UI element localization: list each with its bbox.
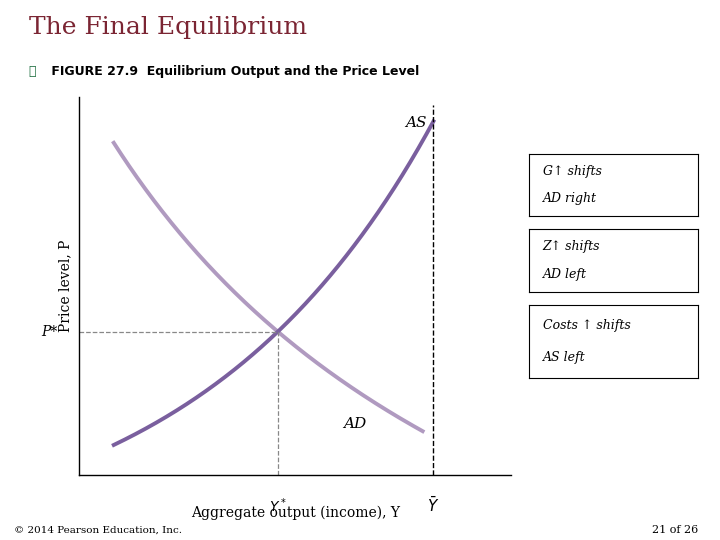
Text: $\bar{Y}$: $\bar{Y}$ (427, 496, 440, 515)
Text: ⓘ: ⓘ (29, 65, 36, 78)
Text: FIGURE 27.9  Equilibrium Output and the Price Level: FIGURE 27.9 Equilibrium Output and the P… (47, 65, 419, 78)
Y-axis label: Price level, P: Price level, P (58, 240, 72, 333)
Text: P*: P* (41, 325, 58, 339)
X-axis label: Aggregate output (income), Y: Aggregate output (income), Y (191, 506, 400, 520)
Text: AS: AS (405, 117, 427, 131)
Text: AD left: AD left (543, 268, 587, 281)
Text: © 2014 Pearson Education, Inc.: © 2014 Pearson Education, Inc. (14, 525, 182, 535)
Text: 21 of 26: 21 of 26 (652, 524, 698, 535)
Text: Z↑ shifts: Z↑ shifts (543, 240, 600, 253)
Text: $Y^*$: $Y^*$ (269, 496, 287, 515)
Text: G↑ shifts: G↑ shifts (543, 165, 602, 178)
Text: AS left: AS left (543, 351, 585, 364)
Text: The Final Equilibrium: The Final Equilibrium (29, 16, 307, 39)
Text: AD: AD (343, 417, 366, 431)
Text: Costs ↑ shifts: Costs ↑ shifts (543, 319, 631, 332)
Text: AD right: AD right (543, 192, 597, 205)
